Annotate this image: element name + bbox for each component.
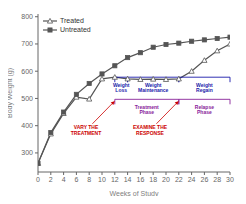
svg-text:0: 0 [36, 176, 40, 183]
svg-text:8: 8 [87, 176, 91, 183]
svg-text:Weeks of Study: Weeks of Study [110, 190, 159, 196]
svg-text:WeightRegain: WeightRegain [196, 82, 213, 94]
svg-text:RelapsePhase: RelapsePhase [195, 104, 214, 116]
svg-text:24: 24 [188, 176, 196, 183]
svg-text:WeightMaintenance: WeightMaintenance [138, 82, 169, 94]
svg-text:300: 300 [21, 149, 33, 156]
svg-text:600: 600 [21, 68, 33, 75]
svg-text:10: 10 [98, 176, 106, 183]
svg-text:12: 12 [111, 176, 119, 183]
html-text:Treated: Treated [60, 17, 84, 24]
svg-text:4: 4 [62, 176, 66, 183]
html-text:Untreated: Untreated [60, 26, 91, 33]
svg-text:800: 800 [21, 13, 33, 20]
svg-text:20: 20 [162, 176, 170, 183]
svg-text:16: 16 [137, 176, 145, 183]
svg-text:2: 2 [49, 176, 53, 183]
svg-text:22: 22 [175, 176, 183, 183]
svg-text:400: 400 [21, 122, 33, 129]
svg-text:Body Weight (g): Body Weight (g) [8, 68, 14, 118]
svg-text:VARY THETREATMENT: VARY THETREATMENT [71, 124, 101, 136]
svg-text:EXAMINE THERESPONSE: EXAMINE THERESPONSE [133, 124, 168, 136]
svg-text:WeightLoss: WeightLoss [113, 82, 130, 94]
svg-text:28: 28 [213, 176, 221, 183]
svg-text:18: 18 [149, 176, 157, 183]
svg-text:30: 30 [226, 176, 234, 183]
svg-text:500: 500 [21, 95, 33, 102]
svg-text:TreatmentPhase: TreatmentPhase [135, 104, 159, 116]
svg-text:14: 14 [124, 176, 132, 183]
svg-text:700: 700 [21, 40, 33, 47]
svg-text:6: 6 [74, 176, 78, 183]
svg-text:26: 26 [201, 176, 209, 183]
